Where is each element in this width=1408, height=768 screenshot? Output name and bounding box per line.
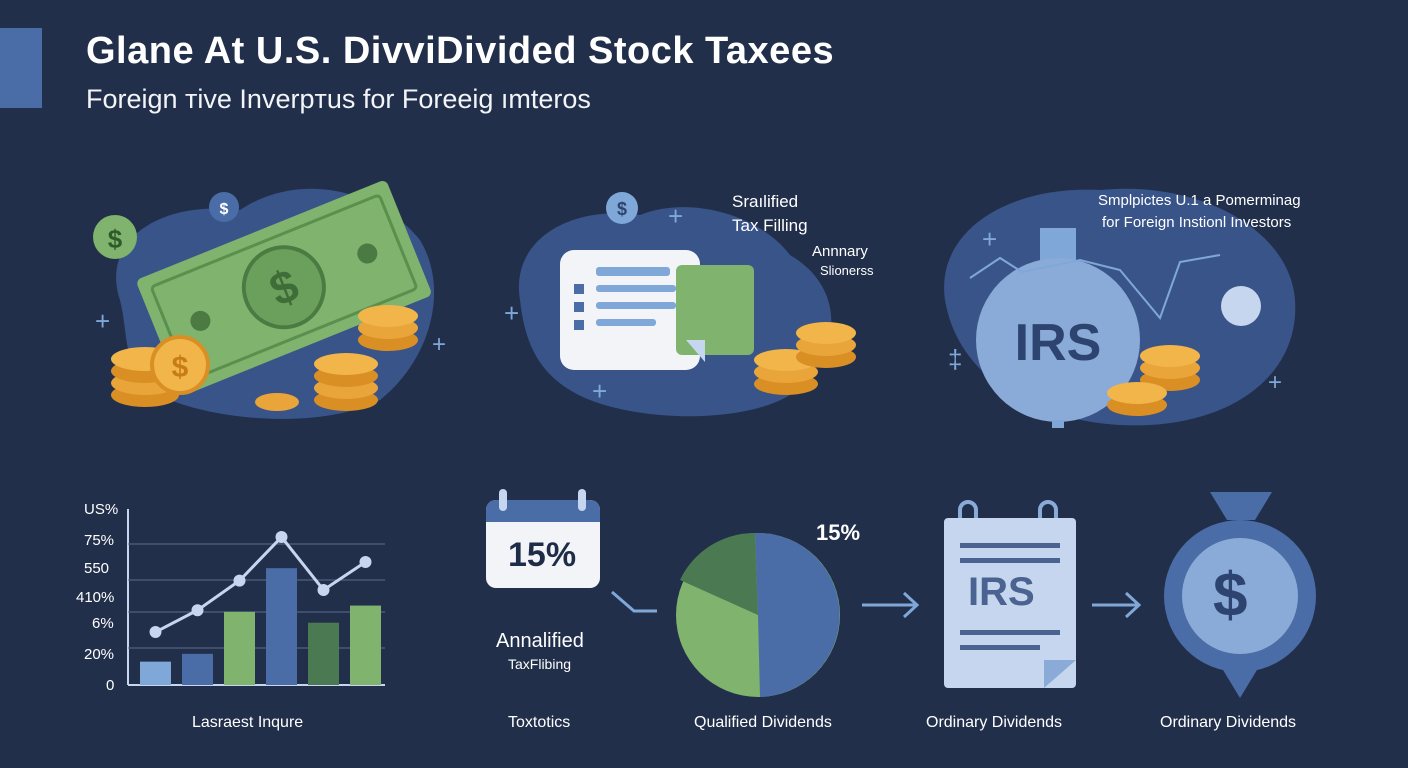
bar-chart (127, 509, 385, 686)
tax-filing-illustration: $ + + + (504, 192, 856, 417)
bar (224, 611, 255, 685)
svg-text:+: + (95, 306, 110, 336)
y-tick: 6% (92, 615, 114, 632)
irs-document-caption: Ordinary Dividends (926, 714, 1063, 731)
svg-text:+: + (668, 201, 683, 231)
money-illustration: $ $ $ $ + + (93, 180, 446, 419)
document-icon (560, 250, 754, 370)
calendar-caption: Toxtotics (508, 714, 571, 731)
money-bag-icon (1164, 492, 1316, 698)
svg-text:IRS: IRS (1015, 314, 1102, 372)
pie-chart-icon (676, 532, 840, 697)
page-subtitle: Foreign тive Inverpтus for Foreeig ımter… (86, 84, 591, 114)
y-tick: 410% (76, 589, 115, 606)
dollar-bill-icon: $ (137, 180, 431, 395)
svg-text:+: + (432, 331, 446, 358)
filing-text-line2: TaxFlibing (508, 656, 572, 672)
svg-text:+: + (592, 376, 607, 406)
filing-note-line2: Slionerss (820, 263, 874, 278)
irs-document-badge: IRS (968, 570, 1035, 614)
calendar-value: 15% (508, 536, 577, 574)
bar (140, 661, 171, 685)
bar-chart-caption: Lasraest Inqure (192, 714, 304, 731)
svg-text:$: $ (172, 351, 189, 384)
svg-text:+: + (982, 224, 997, 254)
money-bag-caption: Ordinary Dividends (1160, 714, 1297, 731)
trend-point (359, 555, 372, 568)
y-tick: 550 (84, 560, 110, 577)
coin-stack-icon (754, 322, 856, 395)
irs-illustration: IRS + ‡ + (944, 188, 1296, 428)
svg-text:+: + (1268, 369, 1282, 396)
svg-text:$: $ (220, 201, 229, 218)
coin-stack-icon (1107, 345, 1200, 416)
bar (182, 653, 213, 685)
svg-text:$: $ (617, 199, 627, 219)
svg-text:+: + (504, 298, 519, 328)
y-tick: US% (84, 501, 119, 518)
trend-point (233, 574, 246, 587)
calendar-icon (486, 489, 600, 588)
bar (308, 622, 339, 685)
y-tick: 20% (84, 646, 115, 663)
money-bag-symbol: $ (1213, 561, 1248, 630)
filing-heading-line1: Sraılified (732, 192, 799, 211)
bar (266, 568, 297, 685)
y-tick: 0 (106, 677, 115, 694)
y-tick: 75% (84, 532, 115, 549)
dollar-coin-icon (93, 215, 137, 259)
trend-point (275, 531, 288, 544)
filing-heading-line2: Tax Filling (732, 216, 808, 235)
filing-text-line1: Annalified (496, 630, 584, 652)
irs-building-icon: IRS (976, 228, 1140, 428)
irs-heading-line2: for Foreign Instionl Investors (1102, 214, 1292, 231)
pie-caption: Qualified Dividends (694, 714, 832, 731)
bar (350, 605, 381, 685)
arrow-right-icon (1092, 591, 1142, 619)
irs-document-icon (944, 500, 1076, 688)
trend-point (191, 604, 204, 617)
pie-label: 15% (816, 520, 861, 545)
svg-text:‡: ‡ (948, 344, 962, 374)
connector-line (611, 590, 657, 613)
arrow-right-icon (862, 591, 920, 619)
filing-note-line1: Annnary (812, 243, 868, 260)
trend-point (317, 583, 330, 596)
svg-text:$: $ (108, 224, 123, 254)
trend-point (149, 626, 162, 639)
coin-stack-icon: $ (111, 305, 418, 411)
irs-heading-line1: Smplpictes U.1 a Pomerminag (1098, 192, 1301, 209)
accent-bar (0, 28, 42, 108)
page-title: Glane At U.S. DivviDivided Stock Taxees (86, 30, 835, 72)
trend-line (154, 534, 367, 634)
